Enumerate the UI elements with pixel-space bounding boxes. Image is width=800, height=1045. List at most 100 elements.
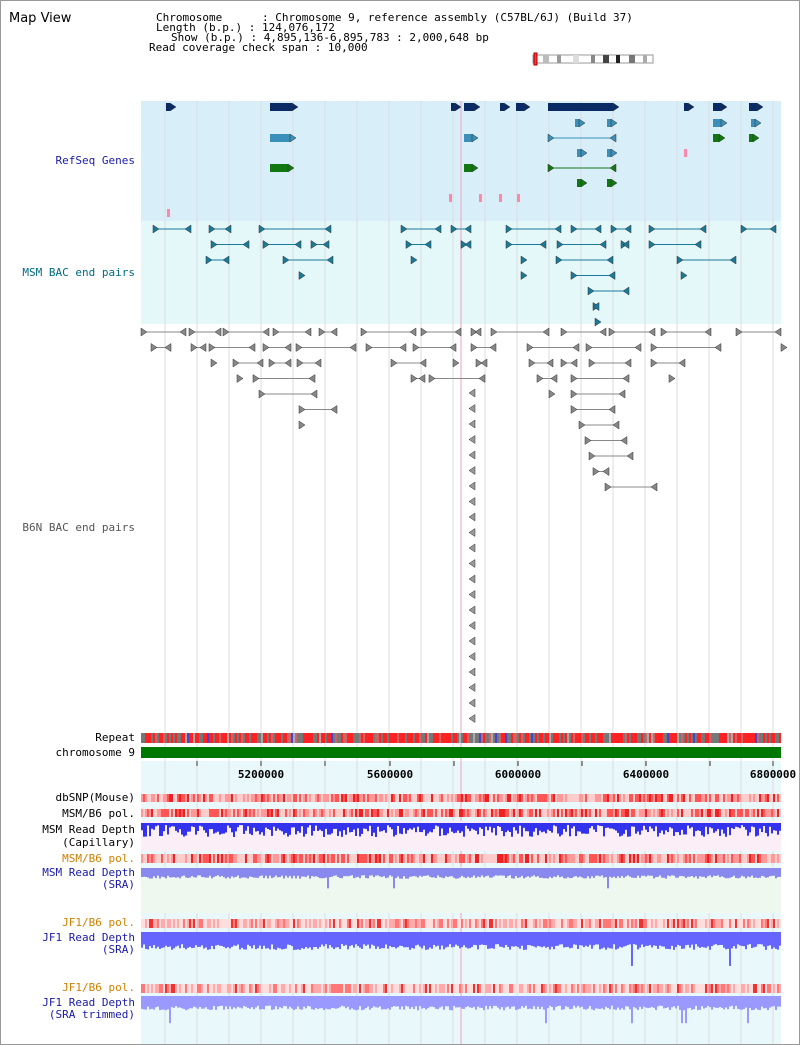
read-depth-bar <box>487 932 489 949</box>
repeat-segment <box>233 733 235 743</box>
polymorphism-segment <box>645 794 647 802</box>
polymorphism-segment <box>203 794 205 802</box>
read-depth-bar <box>403 932 405 948</box>
polymorphism-segment <box>629 809 631 817</box>
read-depth-bar <box>161 996 163 1010</box>
read-depth-bar <box>245 868 247 878</box>
gene-block <box>575 119 579 127</box>
bac-end-arrow <box>505 240 513 249</box>
read-depth-bar <box>697 868 699 879</box>
polymorphism-segment <box>271 919 273 928</box>
polymorphism-segment <box>595 984 597 993</box>
polymorphism-segment <box>745 984 747 993</box>
read-depth-bar <box>335 932 337 948</box>
read-depth-bar <box>257 823 259 832</box>
polymorphism-segment <box>681 854 683 863</box>
repeat-segment <box>287 733 289 743</box>
read-depth-bar <box>235 823 237 832</box>
read-depth-bar <box>317 932 319 949</box>
read-depth-bar <box>435 868 437 879</box>
polymorphism-segment <box>661 794 663 802</box>
polymorphism-segment <box>755 854 757 863</box>
bac-end-arrow <box>584 436 592 445</box>
read-depth-bar <box>749 868 751 878</box>
read-depth-bar <box>267 823 269 829</box>
read-depth-bar <box>183 932 185 948</box>
repeat-segment <box>423 733 425 743</box>
read-depth-bar <box>621 932 623 948</box>
read-depth-bar <box>683 996 685 1011</box>
read-depth-bar <box>675 868 677 878</box>
read-depth-bar <box>775 996 777 1010</box>
polymorphism-segment <box>351 809 353 817</box>
read-depth-bar <box>777 932 779 950</box>
polymorphism-segment <box>739 854 741 863</box>
polymorphism-segment <box>189 984 191 993</box>
repeat-segment <box>411 733 413 743</box>
polymorphism-segment <box>685 854 687 863</box>
polymorphism-segment <box>561 984 563 993</box>
read-depth-bar <box>673 823 675 836</box>
read-depth-bar <box>657 868 659 877</box>
polymorphism-segment <box>625 854 627 863</box>
read-depth-bar <box>223 868 225 878</box>
read-depth-bar <box>163 996 165 1010</box>
read-depth-bar <box>371 868 373 876</box>
repeat-segment <box>511 733 513 743</box>
read-depth-bar <box>693 868 695 878</box>
read-depth-bar <box>623 823 625 834</box>
repeat-segment <box>655 733 657 743</box>
polymorphism-segment <box>519 794 521 802</box>
polymorphism-segment <box>745 809 747 817</box>
read-depth-bar <box>427 868 429 876</box>
read-depth-bar <box>245 996 247 1007</box>
polymorphism-segment <box>325 919 327 928</box>
polymorphism-segment <box>345 854 347 863</box>
polymorphism-segment <box>773 809 775 817</box>
read-depth-bar <box>615 823 617 831</box>
read-depth-bar <box>495 996 497 1006</box>
read-depth-bar <box>719 932 721 945</box>
polymorphism-segment <box>697 794 699 802</box>
polymorphism-segment <box>741 794 743 802</box>
polymorphism-segment <box>385 809 387 817</box>
read-depth-bar <box>169 868 171 878</box>
polymorphism-segment <box>241 854 243 863</box>
repeat-segment <box>697 733 699 743</box>
info-span-row: Read coverage check span : 10,000 <box>149 41 368 54</box>
polymorphism-segment <box>441 854 443 863</box>
polymorphism-segment <box>537 809 539 817</box>
polymorphism-segment <box>177 794 179 802</box>
polymorphism-segment <box>527 809 529 817</box>
polymorphism-segment <box>775 984 777 993</box>
polymorphism-segment <box>615 854 617 863</box>
gene-block <box>751 119 755 127</box>
polymorphism-segment <box>433 854 435 863</box>
repeat-segment <box>729 733 731 743</box>
polymorphism-segment <box>265 854 267 863</box>
polymorphism-segment <box>625 794 627 802</box>
polymorphism-segment <box>265 984 267 993</box>
repeat-segment <box>681 733 683 743</box>
polymorphism-segment <box>631 919 633 928</box>
read-depth-bar <box>339 996 341 1008</box>
read-depth-bar <box>649 932 651 945</box>
read-depth-bar <box>499 932 501 947</box>
repeat-segment <box>467 733 469 743</box>
repeat-segment <box>275 733 277 743</box>
read-depth-bar <box>727 868 729 879</box>
read-depth-bar <box>507 932 509 947</box>
read-depth-bar <box>297 868 299 876</box>
polymorphism-segment <box>283 794 285 802</box>
read-depth-bar <box>741 996 743 1010</box>
polymorphism-segment <box>493 984 495 993</box>
read-depth-bar <box>749 996 751 1009</box>
read-depth-bar <box>551 868 553 879</box>
polymorphism-segment <box>663 854 665 863</box>
read-depth-bar <box>477 868 479 877</box>
read-depth-bar <box>153 932 155 946</box>
repeat-segment <box>669 733 671 743</box>
read-depth-bar <box>673 932 675 950</box>
read-depth-bar <box>403 996 405 1010</box>
